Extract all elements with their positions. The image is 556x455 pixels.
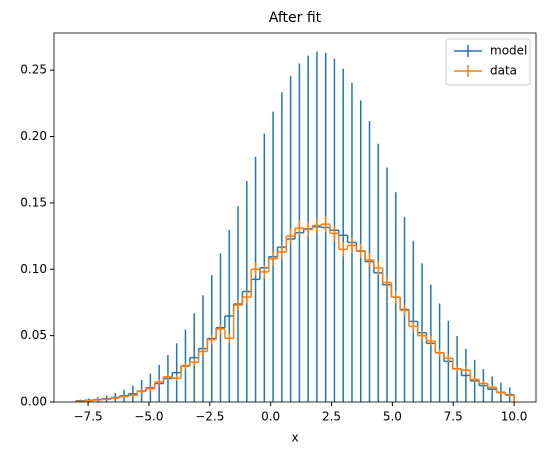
x-tick-label: 7.5 [444,410,463,424]
y-tick-label: 0.00 [20,395,47,409]
series-1 [75,216,515,403]
y-tick-label: 0.15 [20,195,47,209]
legend-label: data [490,64,517,78]
y-tick-label: 0.20 [20,129,47,143]
legend-label: model [490,44,527,58]
y-tick-label: 0.25 [20,63,47,77]
x-tick-label: 10.0 [501,410,528,424]
chart-title: After fit [269,10,322,26]
x-tick-label: 2.5 [322,410,341,424]
plot-frame [53,32,537,403]
y-tick-label: 0.05 [20,328,47,342]
x-tick-label: −5.0 [134,410,163,424]
legend: model data [445,38,531,86]
x-tick-label: −2.5 [195,410,224,424]
y-tick-label: 0.10 [20,262,47,276]
x-axis-label: x [291,431,298,445]
series-0 [75,51,515,402]
x-tick-label: 0.0 [261,410,280,424]
x-tick-label: 5.0 [383,410,402,424]
x-tick-label: −7.5 [74,410,103,424]
